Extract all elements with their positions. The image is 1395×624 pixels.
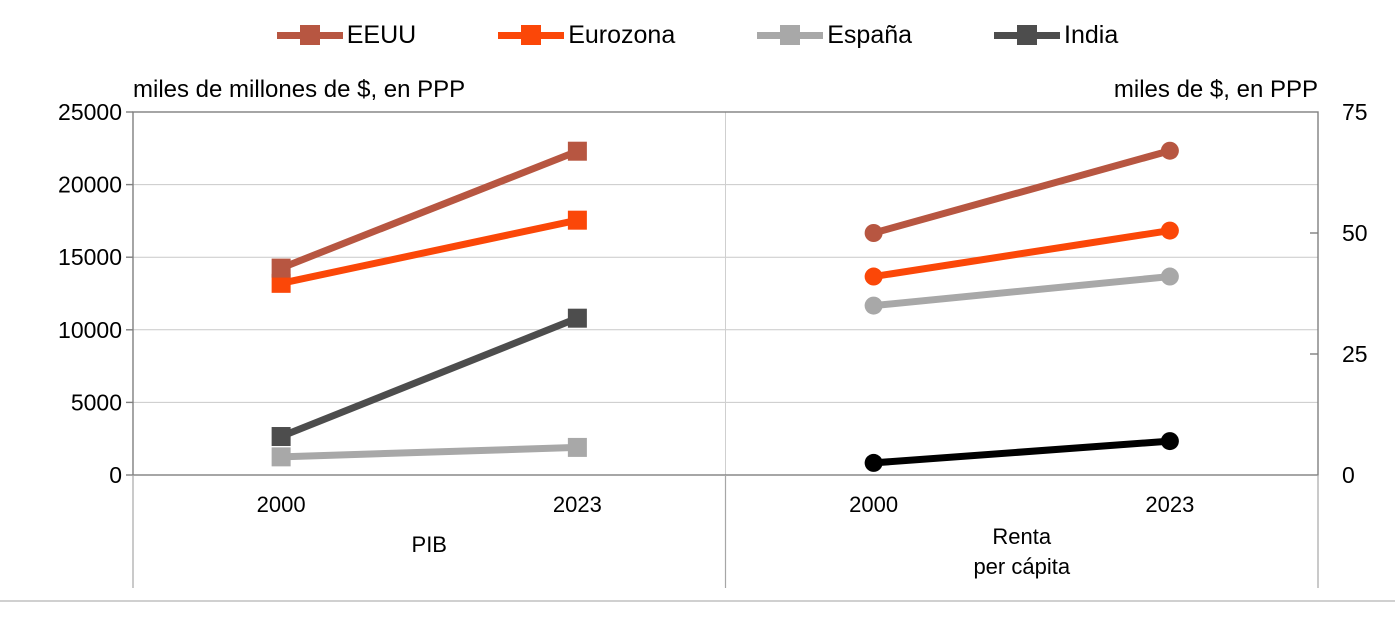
data-marker-españa [864,296,883,315]
chart-line-españa [281,443,578,461]
data-marker-eeuu [271,258,291,278]
legend-label: España [827,20,913,49]
panel-label-renta-per-capita: Renta [992,524,1051,549]
legend-item-india: India [994,20,1119,49]
data-marker-india [1160,432,1179,451]
x-tick-label: 2000 [849,492,898,517]
right-axis-tick-label: 0 [1342,462,1355,488]
left-axis-tick-label: 20000 [58,172,122,198]
legend-label: Eurozona [568,20,676,49]
data-marker-eurozona [271,273,291,293]
x-tick-label: 2000 [257,492,306,517]
legend-item-españa: España [757,20,913,49]
data-marker-españa [567,437,587,457]
data-marker-eeuu [567,141,587,161]
panel-label-pib: PIB [412,532,447,557]
left-axis-tick-label: 0 [109,462,122,488]
x-tick-label: 2023 [1145,492,1194,517]
legend-marker-icon [498,25,565,45]
legend-marker-icon [994,25,1061,45]
data-marker-india [864,453,883,472]
right-axis-tick-label: 75 [1342,99,1368,125]
data-marker-india [271,427,291,447]
legend-item-eeuu: EEUU [276,20,417,49]
x-tick-label: 2023 [553,492,602,517]
data-marker-eeuu [1160,141,1179,160]
data-marker-españa [271,447,291,467]
right-axis-tick-label: 25 [1342,341,1368,367]
data-marker-españa [1160,267,1179,286]
chart-line-eurozona [280,216,579,287]
legend-label: EEUU [346,20,417,49]
chart-legend: EEUU Eurozona España India [0,18,1395,52]
legend-marker-icon [276,25,343,45]
left-axis-tick-label: 25000 [58,99,122,125]
panel-label-renta-per-capita: per cápita [973,554,1070,579]
legend-marker-icon [757,25,824,45]
chart-line-india [279,314,579,440]
left-axis-tick-label: 15000 [58,244,122,270]
chart-line-eurozona [873,227,1171,281]
left-axis-title: miles de millones de $, en PPP [133,76,466,103]
legend-item-eurozona: Eurozona [498,20,676,49]
chart-line-eeuu [279,147,579,272]
chart-line-españa [873,273,1171,310]
right-axis-title: miles de $, en PPP [1113,76,1318,103]
data-marker-india [567,308,587,328]
right-axis-tick-label: 50 [1342,220,1368,246]
data-marker-eurozona [1160,221,1179,240]
data-marker-eurozona [567,210,587,230]
data-marker-eurozona [864,267,883,286]
data-marker-eeuu [864,224,883,242]
left-axis-tick-label: 10000 [58,317,122,343]
chart-line-india [873,437,1171,467]
left-axis-tick-label: 5000 [71,389,122,415]
chart-line-eeuu [872,147,1171,237]
legend-label: India [1064,20,1119,49]
